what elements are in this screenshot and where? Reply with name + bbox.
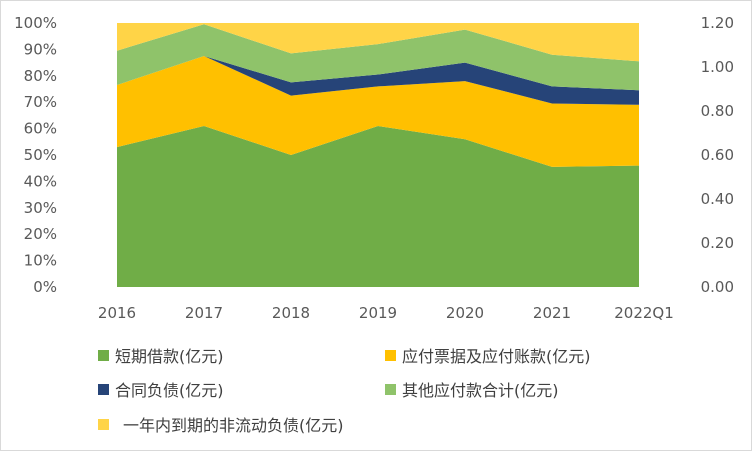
legend-label: 应付票据及应付账款(亿元) — [402, 347, 591, 366]
watermark: 百家号/享迎 — [672, 424, 742, 439]
legend-swatch — [98, 418, 109, 430]
right-tick-label: 0.60 — [701, 146, 734, 164]
left-y-axis: 0% 10% 20% 30% 40% 50% 60% 70% 80% 90% 100% — [14, 14, 57, 296]
legend-swatch — [98, 349, 109, 361]
right-tick-label: 0.40 — [701, 190, 734, 208]
x-tick-label: 2018 — [272, 304, 310, 322]
legend-item: 一年内到期的非流动负债(亿元) — [98, 412, 344, 436]
legend-item: 应付票据及应付账款(亿元) — [385, 343, 591, 367]
right-tick-label: 1.00 — [701, 58, 734, 76]
area-layers — [117, 23, 639, 287]
legend-swatch — [385, 383, 396, 395]
left-tick-label: 90% — [24, 40, 57, 58]
x-tick-label: 2017 — [185, 304, 223, 322]
x-tick-label: 2019 — [359, 304, 397, 322]
left-tick-label: 70% — [24, 93, 57, 111]
left-tick-label: 60% — [24, 120, 57, 138]
area-series-4 — [117, 24, 639, 91]
area-series-2 — [117, 56, 639, 167]
x-tick-label: 2020 — [446, 304, 484, 322]
left-tick-label: 30% — [24, 199, 57, 217]
left-tick-label: 20% — [24, 225, 57, 243]
legend-label: 一年内到期的非流动负债(亿元) — [123, 416, 344, 435]
right-tick-label: 0.00 — [701, 278, 734, 296]
left-tick-label: 10% — [24, 252, 57, 270]
x-tick-label: 2016 — [98, 304, 136, 322]
legend-item: 其他应付款合计(亿元) — [385, 377, 559, 401]
right-y-axis: 0.00 0.20 0.40 0.60 0.80 1.00 1.20 — [701, 14, 734, 296]
x-axis: 2016 2017 2018 2019 2020 2021 2022Q1 — [98, 304, 674, 322]
legend-swatch — [385, 349, 396, 361]
left-tick-label: 80% — [24, 67, 57, 85]
area-series-1 — [117, 126, 639, 287]
right-tick-label: 0.20 — [701, 234, 734, 252]
legend-label: 短期借款(亿元) — [115, 347, 224, 366]
right-tick-label: 1.20 — [701, 14, 734, 32]
legend-label: 合同负债(亿元) — [115, 381, 224, 400]
legend-item: 短期借款(亿元) — [98, 343, 224, 367]
right-tick-label: 0.80 — [701, 102, 734, 120]
area-series-5 — [117, 23, 639, 62]
legend-label: 其他应付款合计(亿元) — [402, 381, 559, 400]
left-tick-label: 50% — [24, 146, 57, 164]
left-tick-label: 40% — [24, 172, 57, 190]
area-series-3 — [117, 56, 639, 105]
left-tick-label: 0% — [33, 278, 57, 296]
left-tick-label: 100% — [14, 14, 57, 32]
x-tick-label: 2022Q1 — [614, 304, 674, 322]
legend-item: 合同负债(亿元) — [98, 377, 224, 401]
x-tick-label: 2021 — [533, 304, 571, 322]
legend-swatch — [98, 383, 109, 395]
